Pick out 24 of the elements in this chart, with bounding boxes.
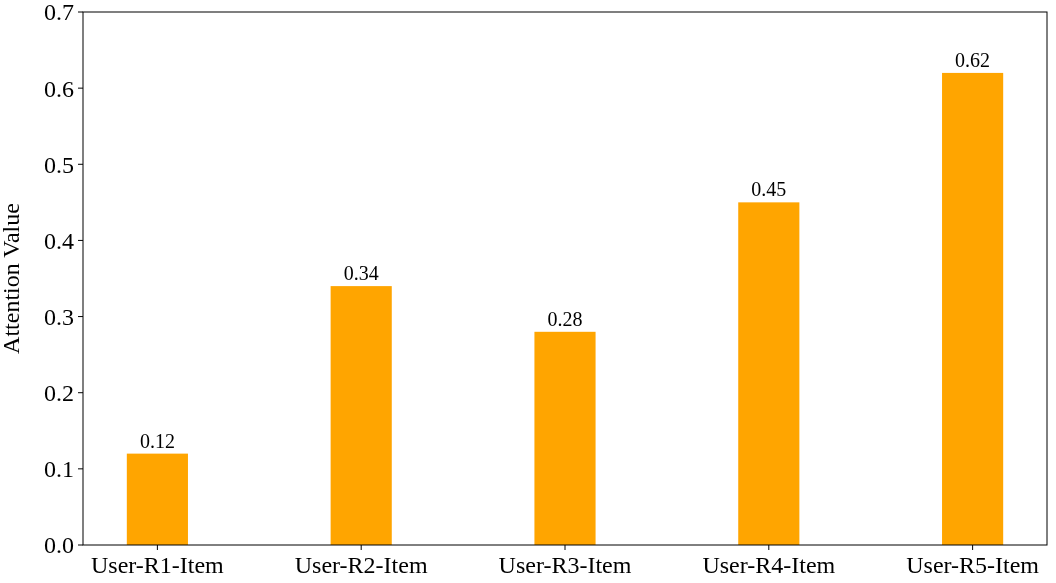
y-tick-label: 0.6 bbox=[44, 75, 74, 102]
y-tick-label: 0.0 bbox=[44, 532, 74, 559]
y-tick-label: 0.1 bbox=[44, 456, 74, 483]
bar bbox=[534, 331, 596, 545]
x-tick-label: User-R3-Item bbox=[498, 552, 632, 578]
x-tick-label: User-R5-Item bbox=[906, 552, 1040, 578]
x-tick-label: User-R4-Item bbox=[702, 552, 836, 578]
bar bbox=[738, 202, 800, 545]
y-tick-label: 0.5 bbox=[44, 151, 74, 178]
x-tick-label: User-R2-Item bbox=[294, 552, 428, 578]
data-label: 0.62 bbox=[955, 48, 991, 71]
y-tick-label: 0.3 bbox=[44, 303, 74, 330]
bar bbox=[330, 286, 392, 545]
y-tick-label: 0.2 bbox=[44, 380, 74, 407]
data-label: 0.34 bbox=[343, 262, 379, 285]
bar bbox=[126, 453, 188, 545]
data-label: 0.28 bbox=[547, 307, 583, 330]
data-label: 0.45 bbox=[751, 178, 787, 201]
y-tick-label: 0.7 bbox=[44, 0, 74, 26]
y-axis-title: Attention Value bbox=[0, 203, 24, 354]
x-tick-label: User-R1-Item bbox=[90, 552, 225, 578]
y-tick-label: 0.4 bbox=[44, 227, 74, 254]
data-label: 0.12 bbox=[139, 429, 175, 452]
bar bbox=[942, 72, 1004, 545]
